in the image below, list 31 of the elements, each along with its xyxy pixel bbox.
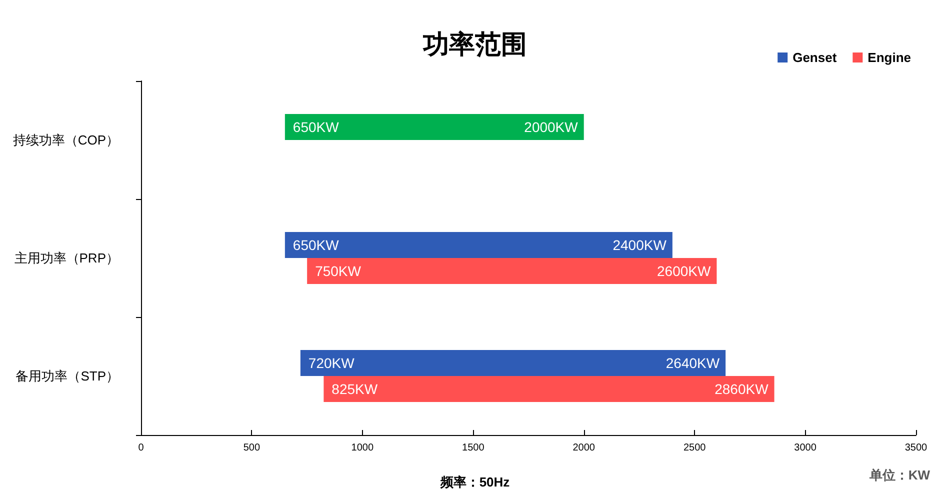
bar [307, 258, 717, 284]
x-tick-label: 3500 [904, 442, 928, 454]
bar [324, 376, 774, 402]
annotation: 825KW [332, 380, 378, 397]
y-tick-label: 备用功率（STP） [16, 368, 119, 384]
bar [284, 114, 584, 140]
x-axis-title: 频率：50Hz [439, 474, 510, 490]
legend-label: Engine [868, 50, 912, 65]
annotation: 650KW [292, 237, 340, 254]
annotation: 2400KW [612, 237, 668, 254]
annotation: 2000KW [524, 119, 579, 136]
chart-title: 功率范围 [422, 29, 527, 59]
annotation: 2640KW [666, 355, 720, 372]
text: 单位：KW [868, 468, 931, 482]
x-tick-label: 3000 [794, 442, 817, 454]
annotation: 750KW [315, 262, 362, 279]
annotation: 650KW [292, 119, 340, 136]
annotation: 720KW [308, 355, 356, 372]
bar [284, 232, 672, 258]
x-tick-label: 500 [243, 442, 260, 454]
legend-label: Genset [792, 50, 838, 65]
x-tick-label: 0 [138, 442, 144, 454]
y-tick-label: 主用功率（PRP） [14, 250, 119, 266]
annotation: 2600KW [657, 262, 712, 279]
bar [300, 350, 726, 376]
x-tick-label: 2500 [683, 442, 706, 454]
x-tick-label: 1000 [351, 442, 374, 454]
y-tick-label: 持续功率（COP） [12, 132, 119, 148]
annotation: 2860KW [714, 380, 770, 397]
x-tick-label: 1500 [462, 442, 485, 454]
x-tick-label: 2000 [572, 442, 596, 454]
